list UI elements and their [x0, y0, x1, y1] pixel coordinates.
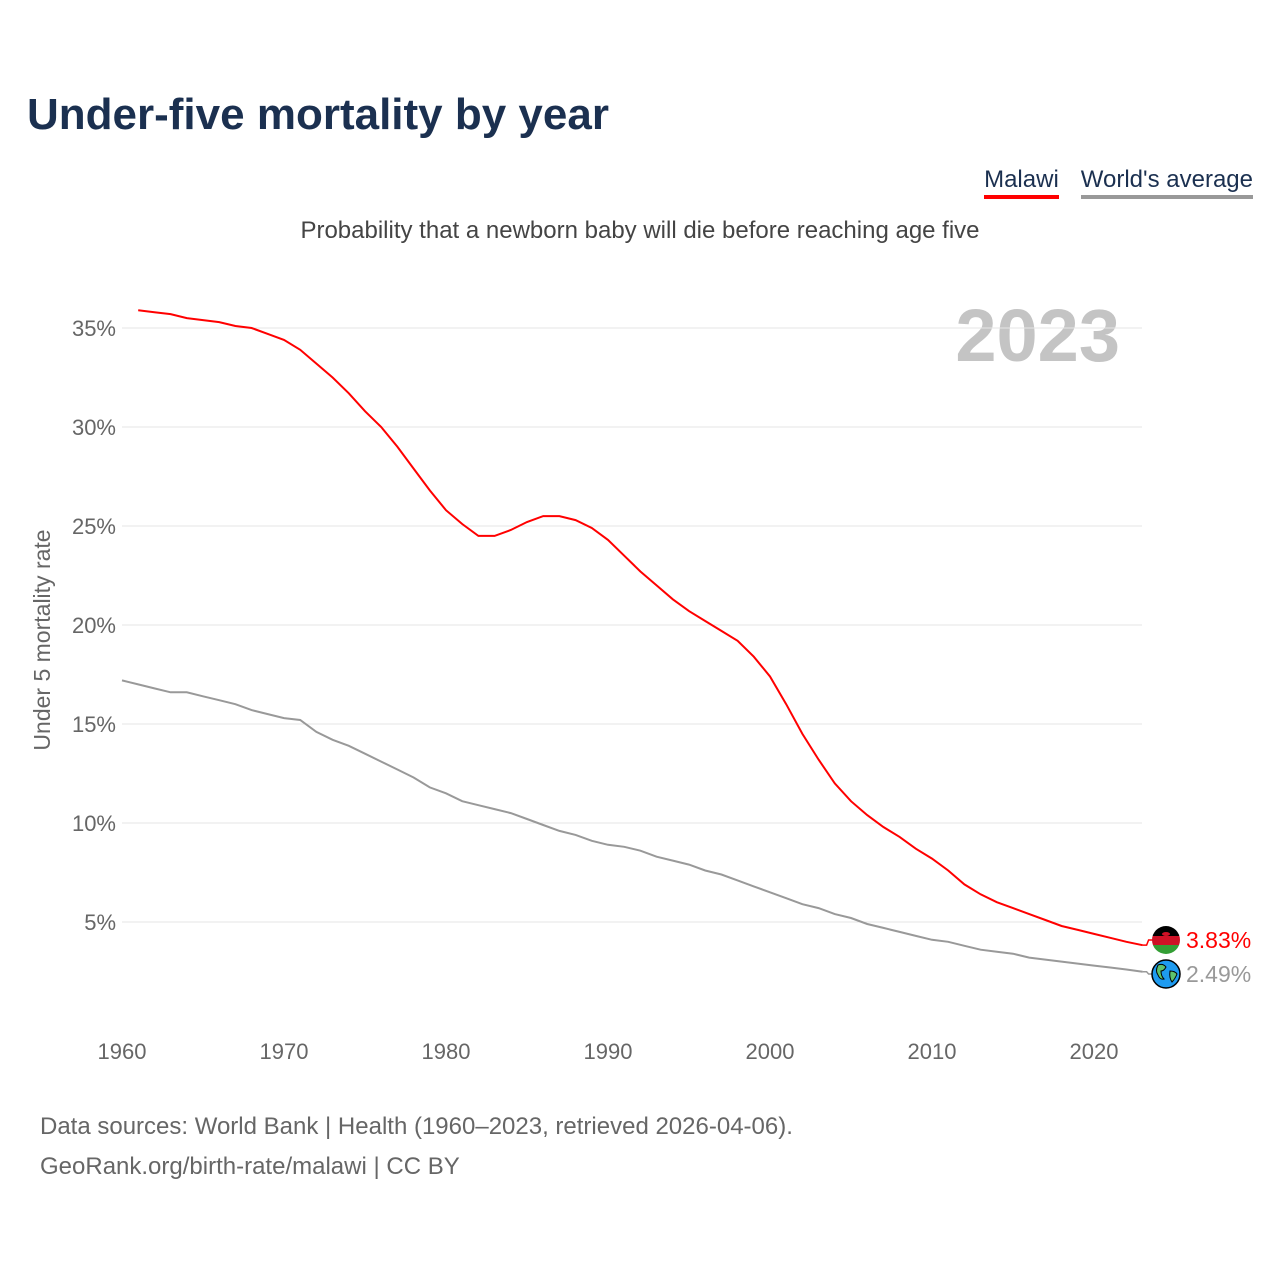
x-tick-label: 1990 — [584, 1039, 633, 1064]
series-line-world — [121, 679, 1143, 973]
y-tick-label: 30% — [72, 415, 116, 440]
y-tick-label: 20% — [72, 613, 116, 638]
x-tick-label: 1960 — [98, 1039, 147, 1064]
x-tick-label: 1980 — [422, 1039, 471, 1064]
x-tick-label: 2000 — [746, 1039, 795, 1064]
x-tick-label: 2010 — [908, 1039, 957, 1064]
y-tick-label: 15% — [72, 712, 116, 737]
y-tick-label: 10% — [72, 811, 116, 836]
series-line-malawi — [138, 309, 1143, 947]
malawi-flag-icon — [1152, 926, 1180, 954]
legend-malawi[interactable]: Malawi — [984, 166, 1059, 199]
source-line-1: Data sources: World Bank | Health (1960–… — [40, 1113, 793, 1140]
y-tick-label: 35% — [72, 316, 116, 341]
end-label-world: 2.49% — [1186, 961, 1251, 987]
y-tick-label: 5% — [84, 910, 116, 935]
y-axis-label: Under 5 mortality rate — [29, 529, 55, 750]
legend: Malawi World's average — [984, 166, 1253, 199]
end-label-malawi: 3.83% — [1186, 927, 1251, 953]
globe-icon — [1151, 959, 1181, 989]
connector — [1142, 939, 1153, 946]
chart-title: Under-five mortality by year — [27, 90, 609, 139]
x-tick-label: 2020 — [1070, 1039, 1119, 1064]
x-tick-label: 1970 — [260, 1039, 309, 1064]
connector — [1142, 970, 1153, 975]
y-tick-label: 25% — [72, 514, 116, 539]
year-watermark: 2023 — [955, 294, 1120, 377]
chart-subtitle: Probability that a newborn baby will die… — [300, 217, 980, 244]
source-line-2[interactable]: GeoRank.org/birth-rate/malawi | CC BY — [40, 1153, 460, 1180]
legend-world[interactable]: World's average — [1080, 166, 1253, 199]
source-note: Data sources: World Bank | Health (1960–… — [40, 1107, 793, 1187]
